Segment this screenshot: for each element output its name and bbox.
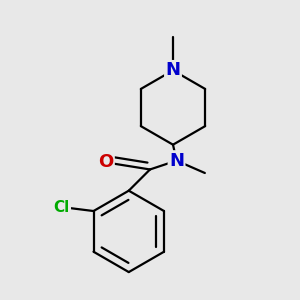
Text: O: O [98,153,113,171]
Text: N: N [169,152,184,169]
Text: Cl: Cl [54,200,70,215]
Text: N: N [166,61,181,80]
